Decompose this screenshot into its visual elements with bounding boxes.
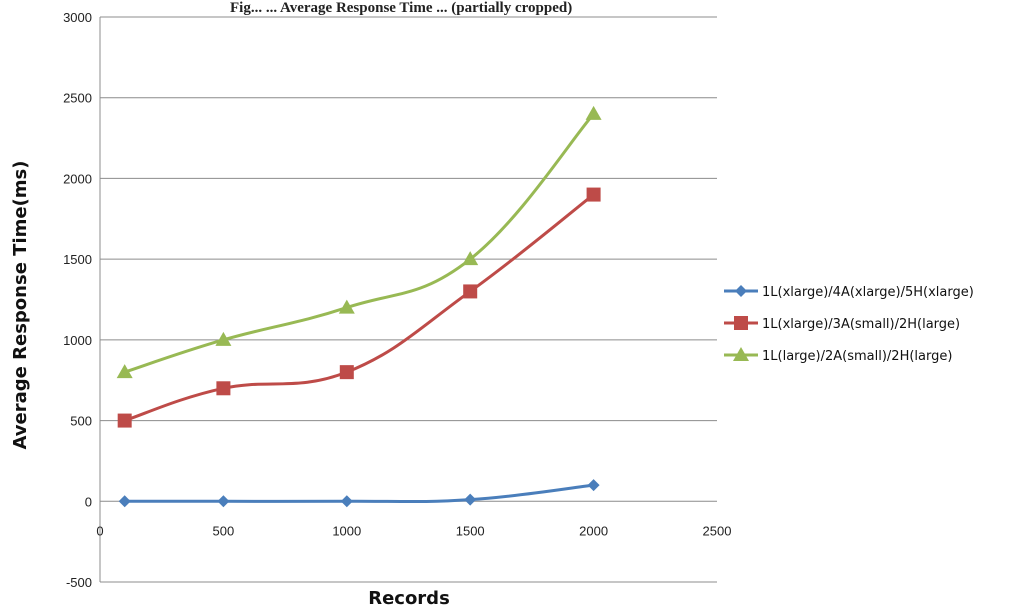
data-point [217,495,230,508]
legend-item: 1L(xlarge)/4A(xlarge)/5H(xlarge) [724,285,974,300]
y-tick-label: 2000 [63,171,92,186]
figure-caption: Fig... ... Average Response Time ... (pa… [230,0,572,16]
y-tick-label: 0 [85,494,92,509]
data-point [463,284,478,299]
gridlines [99,16,717,583]
x-tick-label: 2500 [703,523,732,538]
legend-label: 1L(large)/2A(small)/2H(large) [762,349,952,364]
series-group [116,105,602,508]
x-tick-label: 2000 [579,523,608,538]
legend-label: 1L(xlarge)/3A(small)/2H(large) [762,317,960,332]
y-tick-label: 1000 [63,333,92,348]
y-tick-label: 3000 [63,10,92,25]
series-line [124,112,595,374]
x-tick-labels: 0 500 1000 1500 2000 2500 [96,523,731,538]
y-tick-label: 2500 [63,91,92,106]
series-1 [118,479,600,508]
series-line [124,193,595,422]
legend-marker [734,316,748,330]
y-tick-label: 500 [70,414,92,429]
series-3 [116,105,602,379]
series-line [124,483,594,504]
legend-marker [733,347,749,361]
y-axis-title: Average Response Time(ms) [10,161,31,450]
series-2 [117,187,601,428]
x-tick-label: 500 [213,523,235,538]
x-tick-label: 0 [96,523,103,538]
data-point [339,365,354,380]
y-tick-label: -500 [66,575,92,590]
data-point [338,299,355,314]
legend: 1L(xlarge)/4A(xlarge)/5H(xlarge) 1L(xlarg… [724,285,974,364]
x-tick-label: 1000 [332,523,361,538]
data-point [116,364,133,379]
legend-label: 1L(xlarge)/4A(xlarge)/5H(xlarge) [762,285,974,300]
data-point [117,413,132,428]
data-point [586,187,601,202]
data-point [462,251,479,266]
data-point [464,493,477,506]
y-tick-label: 1500 [63,252,92,267]
x-tick-label: 1500 [456,523,485,538]
data-point [118,495,131,508]
y-tick-labels: -500 0 500 1000 1500 2000 2500 3000 [63,10,92,590]
x-axis-title: Records [368,588,450,609]
data-point [215,331,232,346]
legend-item: 1L(large)/2A(small)/2H(large) [724,347,952,364]
legend-item: 1L(xlarge)/3A(small)/2H(large) [724,316,960,332]
data-point [587,479,600,492]
data-point [216,381,231,396]
data-point [585,105,602,120]
data-point [340,495,353,508]
legend-marker [735,285,747,297]
